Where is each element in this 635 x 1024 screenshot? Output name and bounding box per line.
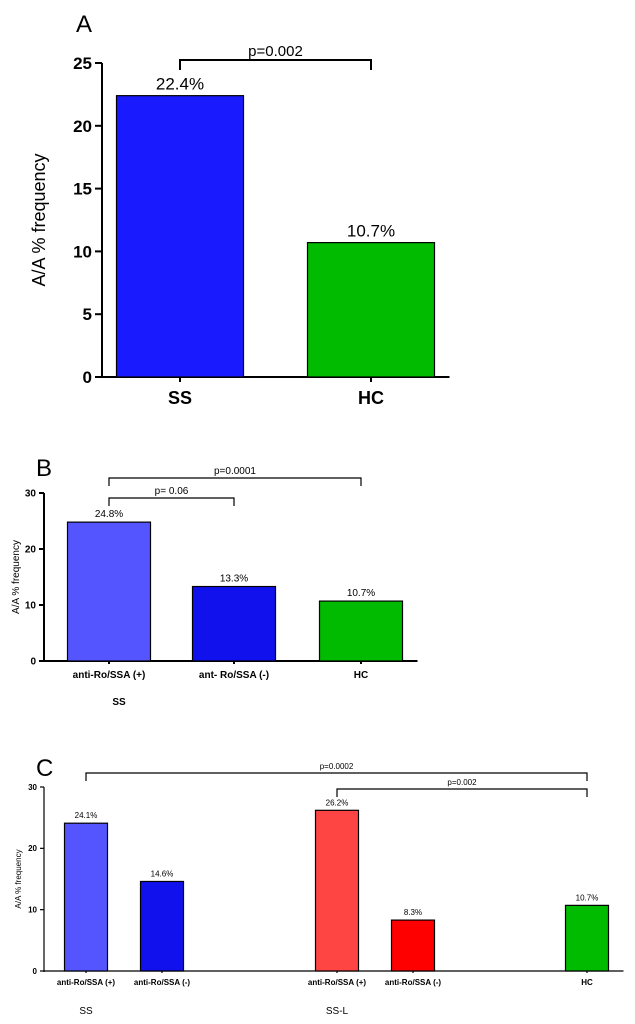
group-label: SS	[79, 1006, 93, 1017]
x-tick-label: HC	[354, 670, 368, 681]
bar	[115, 95, 245, 378]
panel-label-b: B	[36, 455, 52, 482]
significance-bracket	[179, 59, 372, 70]
p-value-label: p=0.0001	[214, 466, 256, 477]
panel-label-c: C	[36, 755, 53, 782]
bar	[314, 809, 360, 972]
bar	[564, 904, 610, 972]
y-tick-label: 20	[25, 545, 37, 556]
y-tick-label: 5	[83, 305, 92, 324]
y-tick-label: 30	[28, 783, 37, 792]
panel-label-a: A	[76, 11, 92, 38]
y-tick-label: 30	[25, 489, 37, 500]
data-label: 14.6%	[151, 869, 174, 878]
x-tick-label: HC	[358, 388, 384, 408]
p-value-label: p=0.002	[248, 43, 303, 60]
significance-bracket	[85, 772, 588, 781]
x-tick-label: anti-Ro/SSA (+)	[73, 670, 146, 681]
bar	[139, 880, 185, 972]
y-axis-label: A/A % frequency	[11, 540, 22, 614]
group-label: SS-L	[326, 1006, 349, 1017]
y-tick-label: 0	[30, 657, 36, 668]
data-label: 26.2%	[326, 798, 349, 807]
x-tick-label: anti-Ro/SSA (+)	[57, 978, 115, 987]
x-tick-label: ant- Ro/SSA (-)	[199, 670, 269, 681]
data-label: 8.3%	[404, 908, 422, 917]
p-value-label: p=0.0002	[320, 762, 354, 771]
data-label: 24.8%	[95, 509, 123, 520]
y-tick-label: 0	[83, 368, 92, 387]
data-label: 22.4%	[156, 75, 204, 94]
x-tick-label: anti-Ro/SSA (-)	[385, 978, 441, 987]
y-axis-label: A/A % frequency	[29, 153, 49, 286]
chart-panel-a: A/A % frequency 0 5 10 15 20 25 22.4% SS 10.7% HC…	[29, 43, 450, 408]
y-tick-label: 0	[33, 967, 38, 976]
chart-panel-c: A/A % frequency 0 10 20 30 24.1% anti-Ro/SSA …	[14, 762, 624, 1017]
bar	[318, 600, 404, 662]
x-tick-label: anti-Ro/SSA (-)	[134, 978, 190, 987]
y-axis-label: A/A % frequency	[14, 849, 23, 908]
bar	[66, 521, 152, 662]
data-label: 10.7%	[347, 222, 395, 241]
bar	[306, 242, 436, 378]
p-value-label: p= 0.06	[155, 486, 189, 497]
x-tick-label: SS	[168, 388, 192, 408]
y-tick-label: 10	[73, 242, 92, 261]
significance-bracket	[336, 788, 588, 797]
significance-bracket	[108, 497, 235, 506]
chart-panel-b: A/A % frequency 0 10 20 30 24.8% anti-Ro/SSA …	[11, 466, 418, 708]
data-label: 10.7%	[347, 588, 375, 599]
bar	[191, 585, 277, 662]
y-tick-label: 20	[28, 844, 37, 853]
x-tick-label: anti-Ro/SSA (+)	[308, 978, 366, 987]
group-label: SS	[112, 697, 126, 708]
significance-bracket	[108, 477, 362, 486]
bar	[63, 822, 109, 972]
y-tick-label: 10	[25, 601, 37, 612]
data-label: 10.7%	[576, 893, 599, 902]
y-tick-label: 15	[73, 180, 92, 199]
y-tick-label: 10	[28, 905, 37, 914]
data-label: 13.3%	[220, 574, 248, 585]
bar	[390, 919, 436, 972]
y-tick-label: 25	[73, 54, 92, 73]
data-label: 24.1%	[75, 811, 98, 820]
x-tick-label: HC	[581, 978, 593, 987]
p-value-label: p=0.002	[447, 778, 477, 787]
y-tick-label: 20	[73, 117, 92, 136]
